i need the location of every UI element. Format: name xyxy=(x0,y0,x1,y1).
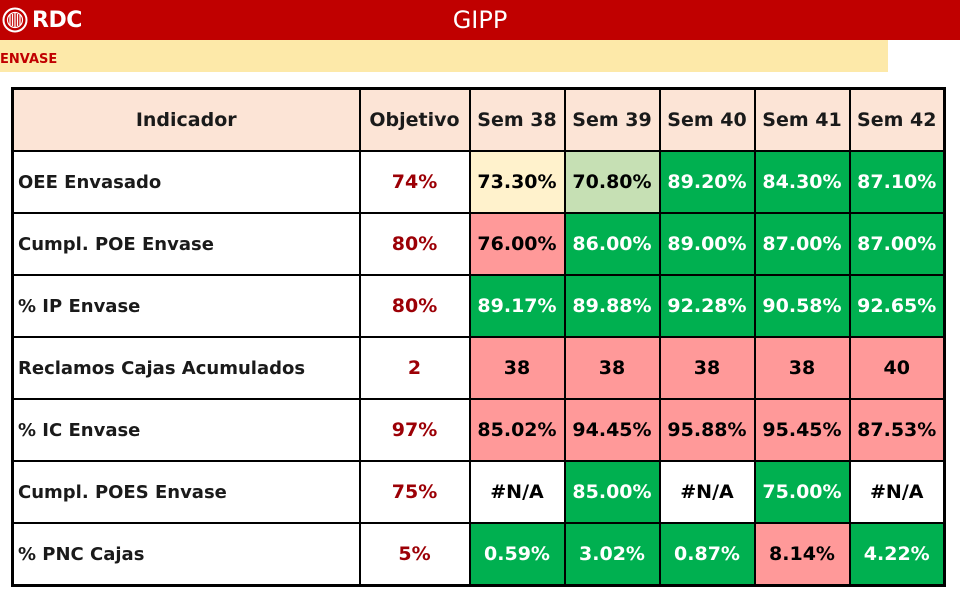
objective-cell: 97% xyxy=(358,398,471,462)
week-value-cell: 40 xyxy=(848,336,946,400)
column-header-sem-39: Sem 39 xyxy=(563,87,661,152)
week-value-cell: 89.17% xyxy=(468,274,566,338)
column-header-sem-38: Sem 38 xyxy=(468,87,566,152)
objective-cell: 80% xyxy=(358,274,471,338)
week-value-cell: 76.00% xyxy=(468,212,566,276)
indicator-cell: % PNC Cajas xyxy=(11,522,361,587)
table-row: Cumpl. POE Envase 80% 76.00% 86.00% 89.00% 87… xyxy=(11,212,946,276)
week-value-cell: #N/A xyxy=(848,460,946,524)
week-value-cell: 89.88% xyxy=(563,274,661,338)
week-value-cell: 92.65% xyxy=(848,274,946,338)
column-header-indicador: Indicador xyxy=(11,87,361,152)
objective-cell: 80% xyxy=(358,212,471,276)
column-header-sem-42: Sem 42 xyxy=(848,87,946,152)
week-value-cell: 4.22% xyxy=(848,522,946,587)
objective-cell: 75% xyxy=(358,460,471,524)
section-label: ENVASE xyxy=(0,52,58,67)
week-value-cell: 0.59% xyxy=(468,522,566,587)
app-title: GIPP xyxy=(452,6,508,34)
logo-text: RDC xyxy=(32,7,82,33)
table-header-row: Indicador Objetivo Sem 38 Sem 39 Sem 40 … xyxy=(11,87,946,152)
indicator-cell: Cumpl. POE Envase xyxy=(11,212,361,276)
indicator-cell: OEE Envasado xyxy=(11,150,361,214)
week-value-cell: 87.10% xyxy=(848,150,946,214)
week-value-cell: 38 xyxy=(753,336,851,400)
week-value-cell: 70.80% xyxy=(563,150,661,214)
kpi-table: Indicador Objetivo Sem 38 Sem 39 Sem 40 … xyxy=(11,87,946,587)
table-row: % PNC Cajas 5% 0.59% 3.02% 0.87% 8.14% 4.22% xyxy=(11,522,946,587)
week-value-cell: 90.58% xyxy=(753,274,851,338)
objective-cell: 5% xyxy=(358,522,471,587)
week-value-cell: 89.20% xyxy=(658,150,756,214)
week-value-cell: 87.00% xyxy=(753,212,851,276)
table-row: % IC Envase 97% 85.02% 94.45% 95.88% 95.45% 87… xyxy=(11,398,946,462)
week-value-cell: 8.14% xyxy=(753,522,851,587)
week-value-cell: 38 xyxy=(563,336,661,400)
logo: RDC xyxy=(2,6,82,34)
week-value-cell: 87.53% xyxy=(848,398,946,462)
column-header-objetivo: Objetivo xyxy=(358,87,471,152)
table-row: % IP Envase 80% 89.17% 89.88% 92.28% 90.58% 92… xyxy=(11,274,946,338)
header-bar xyxy=(0,0,960,40)
table-row: Reclamos Cajas Acumulados 2 38 38 38 38 40 xyxy=(11,336,946,400)
objective-cell: 2 xyxy=(358,336,471,400)
week-value-cell: 3.02% xyxy=(563,522,661,587)
week-value-cell: 87.00% xyxy=(848,212,946,276)
week-value-cell: 94.45% xyxy=(563,398,661,462)
indicator-cell: Reclamos Cajas Acumulados xyxy=(11,336,361,400)
week-value-cell: 85.00% xyxy=(563,460,661,524)
week-value-cell: 73.30% xyxy=(468,150,566,214)
week-value-cell: 0.87% xyxy=(658,522,756,587)
week-value-cell: 95.88% xyxy=(658,398,756,462)
week-value-cell: 38 xyxy=(468,336,566,400)
section-bar xyxy=(0,40,888,72)
table-row: OEE Envasado 74% 73.30% 70.80% 89.20% 84.30% 8… xyxy=(11,150,946,214)
indicator-cell: % IP Envase xyxy=(11,274,361,338)
column-header-sem-40: Sem 40 xyxy=(658,87,756,152)
week-value-cell: 75.00% xyxy=(753,460,851,524)
indicator-cell: % IC Envase xyxy=(11,398,361,462)
indicator-cell: Cumpl. POES Envase xyxy=(11,460,361,524)
table-body: OEE Envasado 74% 73.30% 70.80% 89.20% 84.30% 8… xyxy=(11,150,946,587)
week-value-cell: 86.00% xyxy=(563,212,661,276)
objective-cell: 74% xyxy=(358,150,471,214)
week-value-cell: 95.45% xyxy=(753,398,851,462)
table-row: Cumpl. POES Envase 75% #N/A 85.00% #N/A 75.00… xyxy=(11,460,946,524)
week-value-cell: 85.02% xyxy=(468,398,566,462)
week-value-cell: 84.30% xyxy=(753,150,851,214)
rdc-logo-icon xyxy=(2,7,28,33)
week-value-cell: #N/A xyxy=(468,460,566,524)
week-value-cell: 89.00% xyxy=(658,212,756,276)
week-value-cell: 92.28% xyxy=(658,274,756,338)
week-value-cell: #N/A xyxy=(658,460,756,524)
week-value-cell: 38 xyxy=(658,336,756,400)
column-header-sem-41: Sem 41 xyxy=(753,87,851,152)
